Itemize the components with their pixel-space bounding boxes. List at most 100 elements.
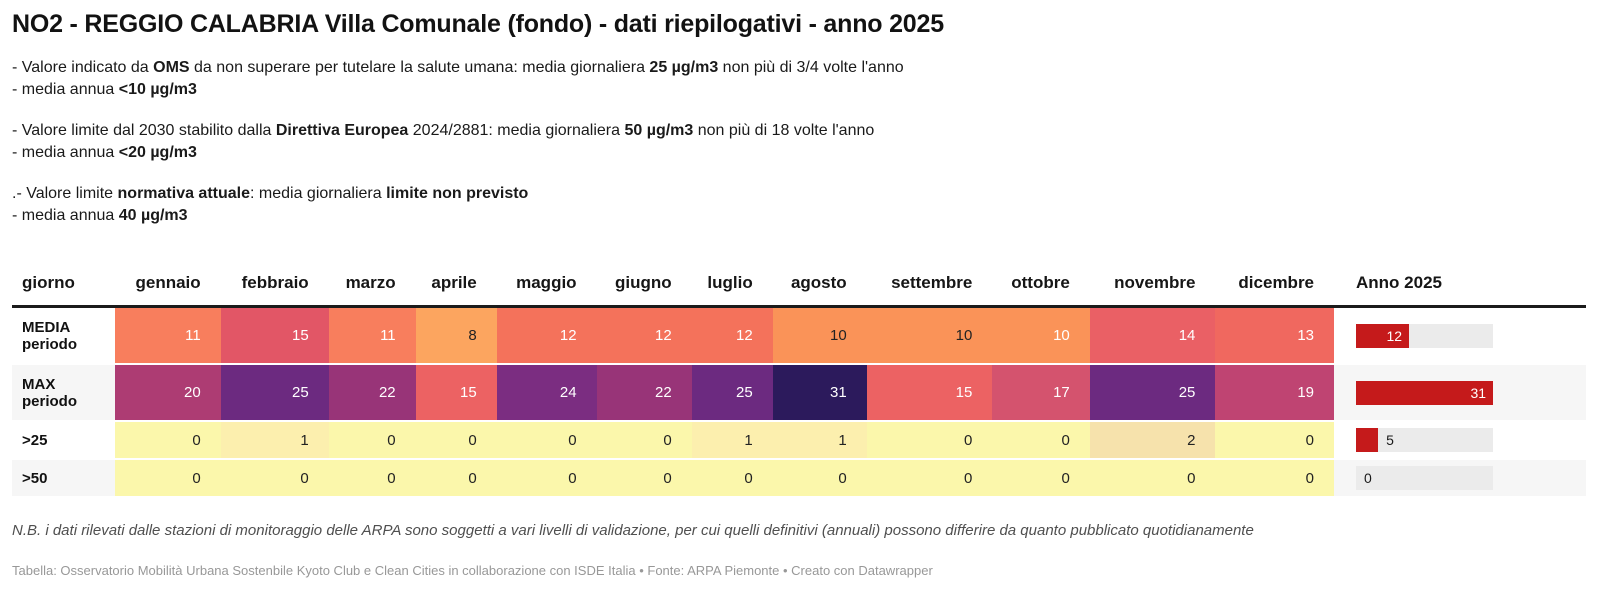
- data-cell: 12: [596, 306, 692, 364]
- anno-bar: [1356, 428, 1379, 452]
- row-label: >50: [12, 458, 115, 496]
- data-cell: 0: [866, 420, 993, 459]
- column-header: luglio: [691, 247, 773, 308]
- page: NO2 - REGGIO CALABRIA Villa Comunale (fo…: [12, 10, 1586, 578]
- data-cell: 0: [496, 458, 597, 496]
- data-cell: 31: [772, 363, 867, 421]
- data-cell: 0: [220, 458, 329, 496]
- data-cell: 0: [596, 458, 692, 496]
- attribution: Tabella: Osservatorio Mobilità Urbana So…: [12, 563, 933, 578]
- data-cell: 25: [691, 363, 773, 421]
- anno-bar-track: 0: [1356, 466, 1494, 490]
- data-cell: 0: [415, 420, 497, 459]
- intro-line: - media annua 40 µg/m3: [12, 207, 188, 224]
- anno-cell: 0: [1334, 458, 1586, 496]
- data-cell: 0: [415, 458, 497, 496]
- column-header: febbraio: [220, 247, 329, 308]
- data-cell: 0: [772, 458, 867, 496]
- data-cell: 8: [415, 306, 497, 364]
- data-cell: 0: [115, 458, 221, 496]
- table-row: >50 0 0 0 0 0 0 0 0 0 0 0 0 0: [12, 458, 1586, 496]
- column-header: aprile: [415, 247, 497, 308]
- data-cell: 14: [1089, 306, 1216, 364]
- anno-bar: 12: [1356, 323, 1410, 348]
- anno-cell: 5: [1334, 420, 1586, 459]
- column-header: dicembre: [1215, 247, 1335, 308]
- intro-line: - media annua <20 µg/m3: [12, 144, 197, 161]
- data-cell: 0: [992, 458, 1090, 496]
- anno-bar-value: 5: [1386, 432, 1394, 448]
- data-cell: 1: [220, 420, 329, 459]
- intro: - Valore indicato da OMS da non superare…: [12, 57, 1586, 227]
- header-row: giorno gennaio febbraio marzo aprile maggio gi…: [12, 247, 1586, 308]
- intro-group: .- Valore limite normativa attuale: medi…: [12, 183, 1586, 227]
- data-cell: 19: [1215, 363, 1335, 421]
- table-row: MAX periodo 20 25 22 15 24 22 25 31 15 17 25 19 31: [12, 363, 1586, 421]
- data-cell: 0: [992, 420, 1090, 459]
- anno-cell: 12: [1334, 306, 1586, 364]
- data-cell: 0: [596, 420, 692, 459]
- data-cell: 0: [691, 458, 773, 496]
- column-header: novembre: [1089, 247, 1216, 308]
- column-header: ottobre: [992, 247, 1090, 308]
- data-cell: 24: [496, 363, 597, 421]
- data-cell: 11: [328, 306, 416, 364]
- intro-line: - Valore limite dal 2030 stabilito dalla…: [12, 122, 875, 139]
- table-row: MEDIA periodo 11 15 11 8 12 12 12 10 10 10 14 13 12: [12, 306, 1586, 364]
- page-title: NO2 - REGGIO CALABRIA Villa Comunale (fo…: [12, 10, 944, 38]
- anno-bar-track: 12: [1356, 323, 1494, 348]
- anno-bar-value: 12: [1386, 327, 1403, 344]
- column-header: agosto: [772, 247, 867, 308]
- data-cell: 0: [328, 420, 416, 459]
- data-cell: 15: [220, 306, 329, 364]
- data-cell: 2: [1089, 420, 1216, 459]
- data-cell: 0: [328, 458, 416, 496]
- anno-bar-track: 5: [1356, 428, 1494, 452]
- column-header: Anno 2025: [1334, 247, 1586, 308]
- validation-note: N.B. i dati rilevati dalle stazioni di m…: [12, 522, 1254, 539]
- row-label: MEDIA periodo: [12, 306, 115, 364]
- data-cell: 12: [691, 306, 773, 364]
- data-cell: 0: [1215, 420, 1335, 459]
- table-body: MEDIA periodo 11 15 11 8 12 12 12 10 10 10 14 13 12 MA…: [12, 306, 1586, 496]
- anno-bar: 31: [1356, 380, 1494, 405]
- intro-line: - Valore indicato da OMS da non superare…: [12, 59, 904, 76]
- data-cell: 1: [691, 420, 773, 459]
- anno-bar-value: 31: [1470, 384, 1487, 401]
- intro-group: - Valore indicato da OMS da non superare…: [12, 57, 1586, 101]
- column-header: settembre: [866, 247, 993, 308]
- data-cell: 22: [596, 363, 692, 421]
- summary-table: giorno gennaio febbraio marzo aprile maggio gi…: [12, 247, 1586, 496]
- data-cell: 1: [772, 420, 867, 459]
- data-cell: 0: [496, 420, 597, 459]
- column-header: maggio: [496, 247, 597, 308]
- anno-bar-track: 31: [1356, 380, 1494, 405]
- data-cell: 20: [115, 363, 221, 421]
- row-label: MAX periodo: [12, 363, 115, 421]
- column-header: giugno: [596, 247, 692, 308]
- intro-line: - media annua <10 µg/m3: [12, 81, 197, 98]
- data-cell: 0: [1089, 458, 1216, 496]
- data-cell: 11: [115, 306, 221, 364]
- data-cell: 25: [1089, 363, 1216, 421]
- data-cell: 0: [115, 420, 221, 459]
- intro-group: - Valore limite dal 2030 stabilito dalla…: [12, 120, 1586, 164]
- data-cell: 0: [866, 458, 993, 496]
- data-cell: 22: [328, 363, 416, 421]
- row-label: >25: [12, 420, 115, 459]
- column-header: gennaio: [115, 247, 221, 308]
- data-cell: 10: [772, 306, 867, 364]
- data-cell: 13: [1215, 306, 1335, 364]
- data-cell: 15: [866, 363, 993, 421]
- data-cell: 25: [220, 363, 329, 421]
- data-cell: 0: [1215, 458, 1335, 496]
- anno-bar-value: 0: [1364, 470, 1372, 486]
- data-cell: 15: [415, 363, 497, 421]
- data-cell: 12: [496, 306, 597, 364]
- data-cell: 10: [992, 306, 1090, 364]
- table-row: >25 0 1 0 0 0 0 1 1 0 0 2 0 5: [12, 420, 1586, 459]
- data-cell: 10: [866, 306, 993, 364]
- intro-line: .- Valore limite normativa attuale: medi…: [12, 185, 529, 202]
- data-cell: 17: [992, 363, 1090, 421]
- column-header: marzo: [328, 247, 416, 308]
